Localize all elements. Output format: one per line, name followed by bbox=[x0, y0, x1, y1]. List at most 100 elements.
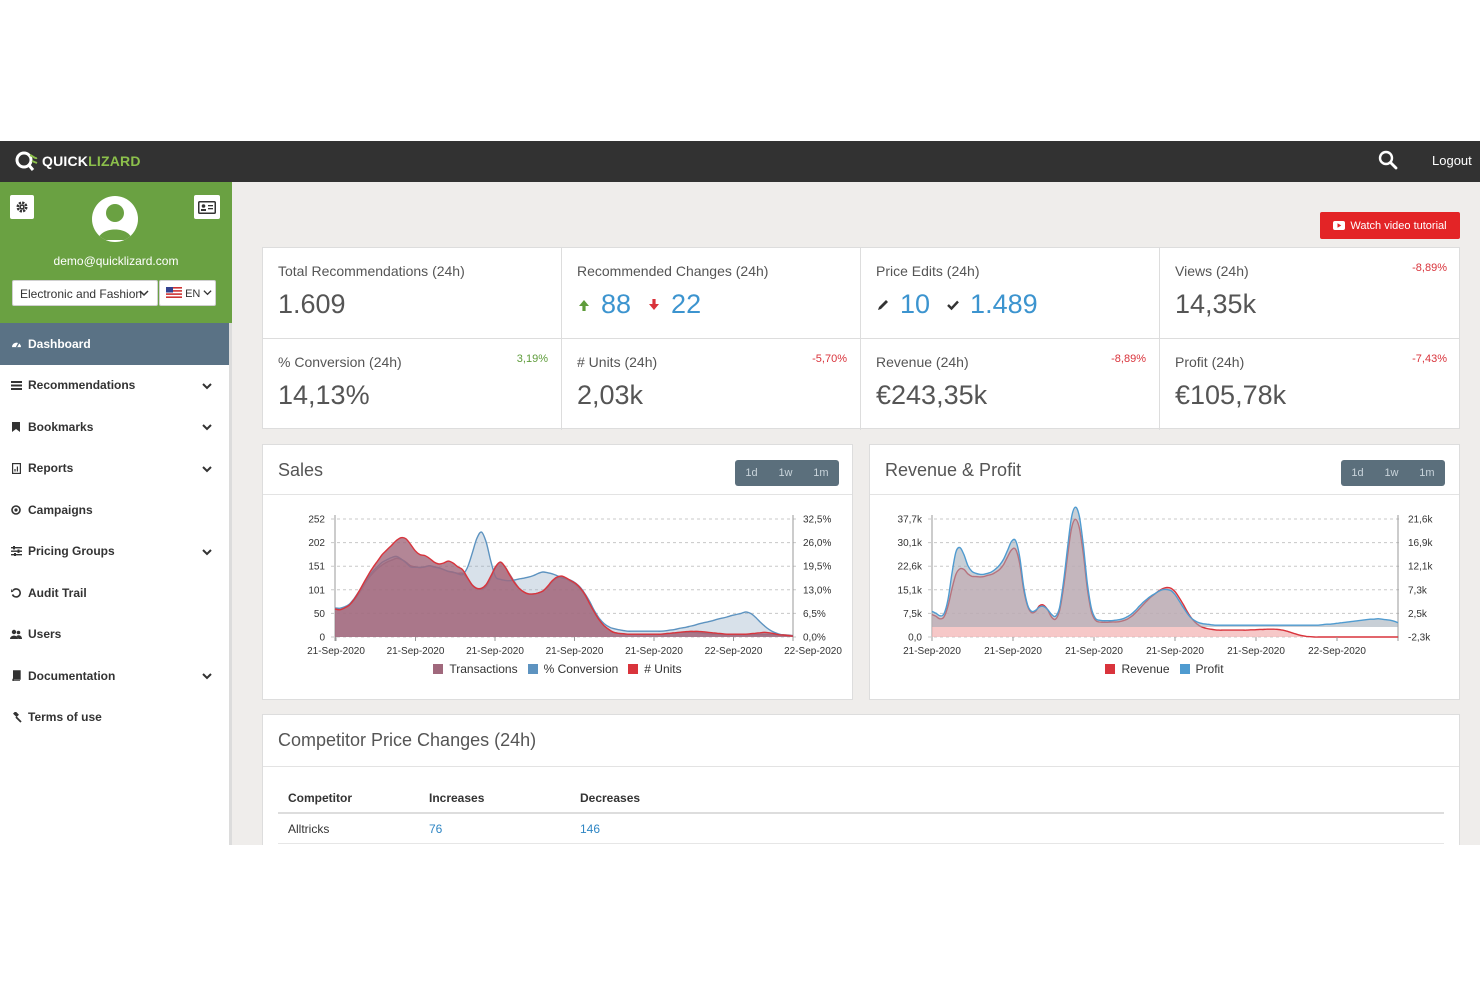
range-1d-button[interactable]: 1d bbox=[745, 467, 758, 479]
series-line-units bbox=[334, 536, 794, 637]
kpi-value: €105,78k bbox=[1175, 380, 1287, 410]
shop-select[interactable]: Electronic and Fashion bbox=[12, 280, 158, 306]
sidebar-nav: Dashboard Recommendations Bookmarks Repo… bbox=[0, 323, 229, 738]
column-header-decreases[interactable]: Decreases bbox=[580, 791, 641, 805]
column-header-increases[interactable]: Increases bbox=[429, 791, 485, 805]
kpi-total-recommendations[interactable]: Total Recommendations (24h) 1.609 bbox=[263, 248, 562, 339]
y-left-tick-label: 0 bbox=[319, 633, 325, 644]
range-1m-button[interactable]: 1m bbox=[1419, 467, 1435, 479]
kpi-value: 14,13% bbox=[278, 380, 370, 410]
kpi-conversion[interactable]: % Conversion (24h) 14,13% 3,19% bbox=[263, 339, 562, 430]
language-select[interactable]: EN bbox=[159, 280, 216, 306]
sidebar-item-reports[interactable]: Reports bbox=[0, 448, 229, 490]
settings-button[interactable] bbox=[10, 195, 34, 219]
panel-title: Revenue & Profit bbox=[885, 460, 1022, 480]
competitor-name: Alltricks bbox=[288, 821, 330, 836]
range-1d-button[interactable]: 1d bbox=[1351, 467, 1364, 479]
sidebar-item-campaigns[interactable]: Campaigns bbox=[0, 489, 229, 531]
y-right-tick-label: 32,5% bbox=[803, 515, 831, 526]
y-right-tick-label: 7,3k bbox=[1408, 585, 1428, 596]
kpi-grid: Total Recommendations (24h) 1.609 Recomm… bbox=[262, 247, 1460, 430]
sidebar-item-label: Dashboard bbox=[28, 336, 91, 351]
sliders-icon bbox=[0, 546, 28, 557]
kpi-label: Views (24h) bbox=[1175, 263, 1249, 279]
sales-chart[interactable]: 0 0,0% 50 6,5% 101 13,0% 151 19,5% 202 26,0% 252 32… bbox=[263, 500, 854, 660]
quicklizard-logo[interactable]: QUICKLIZARD bbox=[14, 149, 141, 173]
changes-up-value: 88 bbox=[601, 289, 632, 319]
kpi-label: # Units (24h) bbox=[577, 354, 658, 370]
legend-swatch bbox=[1105, 664, 1116, 674]
column-header-competitor[interactable]: Competitor bbox=[288, 791, 352, 805]
sidebar-item-terms-of-use[interactable]: Terms of use bbox=[0, 697, 229, 739]
legend-swatch bbox=[433, 664, 444, 674]
avatar[interactable] bbox=[92, 196, 138, 242]
users-icon bbox=[0, 629, 28, 640]
user-avatar-icon bbox=[98, 204, 132, 240]
kpi-recommended-changes[interactable]: Recommended Changes (24h) 88 22 bbox=[562, 248, 861, 339]
sidebar-item-pricing-groups[interactable]: Pricing Groups bbox=[0, 531, 229, 573]
kpi-change: -5,70% bbox=[812, 353, 847, 365]
increases-link[interactable]: 76 bbox=[429, 821, 443, 836]
sidebar-item-documentation[interactable]: Documentation bbox=[0, 655, 229, 697]
logout-link[interactable]: Logout bbox=[1432, 153, 1472, 168]
kpi-profit[interactable]: Profit (24h) €105,78k -7,43% bbox=[1160, 339, 1460, 430]
legend-label: Transactions bbox=[449, 662, 518, 676]
sidebar-item-audit-trail[interactable]: Audit Trail bbox=[0, 572, 229, 614]
kpi-label: Profit (24h) bbox=[1175, 354, 1245, 370]
sales-panel: Sales 1d 1w 1m 0 0,0% 50 6,5% 101 13,0% 151 19,… bbox=[262, 444, 853, 700]
y-left-tick-label: 37,7k bbox=[898, 515, 923, 526]
profile-panel: demo@quicklizard.com Electronic and Fash… bbox=[0, 182, 232, 323]
chevron-down-icon bbox=[202, 548, 212, 555]
sidebar-item-bookmarks[interactable]: Bookmarks bbox=[0, 406, 229, 448]
list-icon bbox=[0, 380, 28, 390]
logo-text: QUICKLIZARD bbox=[42, 153, 141, 169]
revenue-profit-panel: Revenue & Profit 1d 1w 1m 0,0 -2,3k 7,5k 2,… bbox=[869, 444, 1460, 700]
kpi-change: -7,43% bbox=[1412, 353, 1447, 365]
x-tick-label: 21-Sep-2020 bbox=[1146, 646, 1204, 657]
range-1m-button[interactable]: 1m bbox=[813, 467, 829, 479]
y-left-tick-label: 202 bbox=[308, 538, 325, 549]
y-left-tick-label: 151 bbox=[308, 562, 325, 573]
legend-item-revenue[interactable]: Revenue bbox=[1105, 662, 1170, 676]
sidebar-item-recommendations[interactable]: Recommendations bbox=[0, 365, 229, 407]
panel-divider bbox=[263, 766, 1459, 767]
range-1w-button[interactable]: 1w bbox=[1384, 467, 1399, 479]
legend-label: Revenue bbox=[1121, 662, 1170, 676]
panel-title: Competitor Price Changes (24h) bbox=[278, 730, 537, 750]
profile-card-button[interactable] bbox=[194, 195, 220, 219]
sidebar-item-dashboard[interactable]: Dashboard bbox=[0, 323, 229, 365]
competitor-table: Competitor Increases Decreases Alltricks… bbox=[278, 784, 1444, 844]
table-header: Competitor Increases Decreases bbox=[278, 784, 1444, 814]
search-icon[interactable] bbox=[1378, 150, 1400, 172]
y-right-tick-label: 21,6k bbox=[1408, 515, 1433, 526]
panel-divider bbox=[870, 494, 1459, 495]
decreases-link[interactable]: 146 bbox=[580, 821, 601, 836]
legend-item-profit[interactable]: Profit bbox=[1179, 662, 1224, 676]
kpi-value-group: 88 22 bbox=[577, 289, 860, 320]
kpi-views[interactable]: Views (24h) 14,35k -8,89% bbox=[1160, 248, 1460, 339]
legend-item-transactions[interactable]: Transactions bbox=[433, 662, 518, 676]
revenue-profit-chart[interactable]: 0,0 -2,3k 7,5k 2,5k 15,1k 7,3k 22,6k 12,1k 30,1k… bbox=[870, 500, 1461, 660]
chevron-down-icon bbox=[202, 465, 212, 472]
y-right-tick-label: -2,3k bbox=[1408, 633, 1431, 644]
sidebar-item-users[interactable]: Users bbox=[0, 614, 229, 656]
arrow-down-icon bbox=[649, 298, 660, 310]
legend-item-units[interactable]: # Units bbox=[628, 662, 682, 676]
kpi-label: Revenue (24h) bbox=[876, 354, 969, 370]
series-line-profit bbox=[931, 506, 1399, 626]
kpi-revenue[interactable]: Revenue (24h) €243,35k -8,89% bbox=[861, 339, 1160, 430]
watch-video-tutorial-button[interactable]: Watch video tutorial bbox=[1320, 212, 1460, 239]
range-1w-button[interactable]: 1w bbox=[778, 467, 793, 479]
legend-item-conversion[interactable]: % Conversion bbox=[527, 662, 618, 676]
us-flag-icon bbox=[166, 287, 182, 298]
kpi-price-edits[interactable]: Price Edits (24h) 10 1.489 bbox=[861, 248, 1160, 339]
book-icon bbox=[0, 670, 28, 682]
y-left-tick-label: 30,1k bbox=[898, 538, 923, 549]
kpi-units[interactable]: # Units (24h) 2,03k -5,70% bbox=[562, 339, 861, 430]
legend-swatch bbox=[628, 664, 639, 674]
sidebar-item-label: Campaigns bbox=[28, 502, 93, 517]
kpi-label: Price Edits (24h) bbox=[876, 263, 980, 279]
watch-video-label: Watch video tutorial bbox=[1350, 219, 1447, 232]
checkmark-icon bbox=[947, 300, 959, 310]
x-tick-label: 22-Sep-2020 bbox=[705, 646, 763, 657]
